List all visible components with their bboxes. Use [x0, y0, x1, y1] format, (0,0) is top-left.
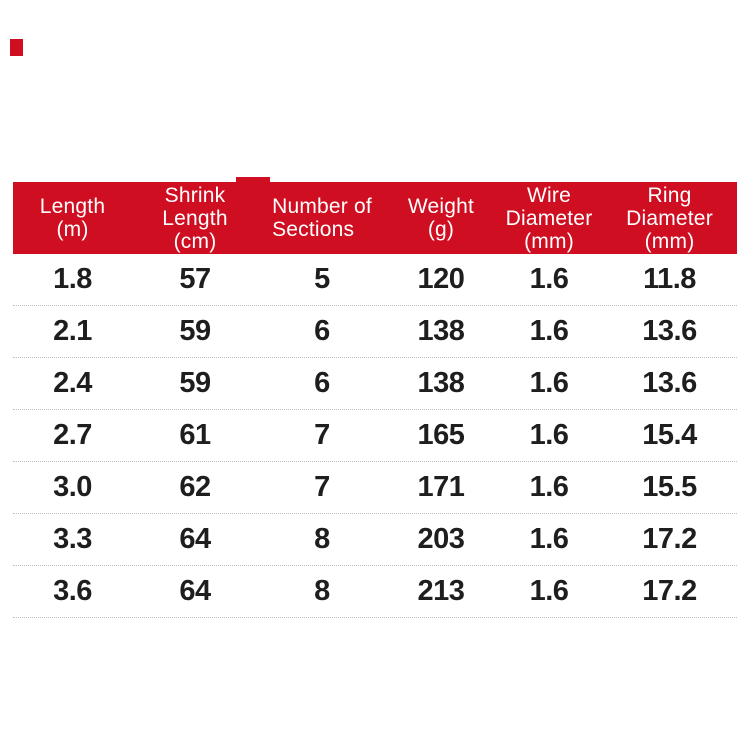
cell-ring-diameter: 11.8	[643, 263, 696, 295]
cell-length: 2.7	[53, 419, 92, 451]
cell-length: 2.4	[53, 367, 92, 399]
cell-length: 3.6	[53, 575, 92, 607]
cell-weight: 203	[417, 523, 465, 555]
header-line: Weight	[407, 195, 475, 218]
cell-shrink-length: 64	[179, 523, 211, 555]
corner-red-mark	[10, 39, 23, 56]
header-lines-block: Number of Sections	[272, 195, 372, 241]
cell-ring-diameter: 17.2	[642, 575, 697, 607]
cell-weight: 138	[417, 315, 465, 347]
table-header-row: Length (m) Shrink Length (cm) Number of …	[13, 182, 737, 254]
cell-sections: 6	[314, 367, 330, 399]
header-line: (cm)	[173, 229, 217, 253]
cell-length: 2.1	[53, 315, 92, 347]
cell-sections: 7	[314, 419, 330, 451]
header-line: Length	[39, 195, 106, 218]
cell-sections: 8	[314, 523, 330, 555]
cell-sections: 7	[314, 471, 330, 503]
header-line: Sections	[272, 218, 355, 241]
header-line: Number of	[272, 195, 372, 218]
table-row: 2.7 61 7 165 1.6 15.4	[13, 410, 737, 462]
cell-ring-diameter: 15.5	[642, 471, 697, 503]
cell-weight: 138	[417, 367, 465, 399]
header-line: (g)	[427, 218, 455, 241]
header-band-notch	[236, 177, 270, 185]
cell-wire-diameter: 1.6	[529, 471, 569, 503]
column-header-sections: Number of Sections	[258, 182, 386, 254]
cell-shrink-length: 59	[179, 315, 211, 347]
cell-length: 3.3	[53, 523, 92, 555]
header-line: (mm)	[644, 229, 695, 253]
column-header-shrink-length: Shrink Length (cm)	[132, 182, 258, 254]
table-row: 2.1 59 6 138 1.6 13.6	[13, 306, 737, 358]
table-row: 3.0 62 7 171 1.6 15.5	[13, 462, 737, 514]
cell-wire-diameter: 1.6	[529, 575, 569, 607]
cell-shrink-length: 62	[179, 471, 211, 503]
column-header-ring-diameter: Ring Diameter (mm)	[602, 182, 737, 254]
column-header-weight: Weight (g)	[386, 182, 496, 254]
cell-ring-diameter: 13.6	[642, 315, 697, 347]
cell-ring-diameter: 15.4	[642, 419, 697, 451]
cell-wire-diameter: 1.6	[529, 263, 569, 295]
table-row: 3.3 64 8 203 1.6 17.2	[13, 514, 737, 566]
column-header-length: Length (m)	[13, 182, 132, 254]
table-row: 2.4 59 6 138 1.6 13.6	[13, 358, 737, 410]
table-row: 3.6 64 8 213 1.6 17.2	[13, 566, 737, 618]
cell-sections: 6	[314, 315, 330, 347]
header-line: (m)	[56, 218, 89, 241]
cell-sections: 5	[314, 263, 330, 295]
table-row: 1.8 57 5 120 1.6 11.8	[13, 254, 737, 306]
cell-wire-diameter: 1.6	[529, 367, 569, 399]
cell-weight: 120	[417, 263, 465, 295]
cell-wire-diameter: 1.6	[529, 419, 569, 451]
cell-weight: 213	[417, 575, 465, 607]
cell-weight: 165	[417, 419, 465, 451]
cell-wire-diameter: 1.6	[529, 315, 569, 347]
cell-sections: 8	[314, 575, 330, 607]
spec-table: Length (m) Shrink Length (cm) Number of …	[13, 182, 737, 618]
cell-shrink-length: 59	[179, 367, 211, 399]
cell-ring-diameter: 13.6	[642, 367, 697, 399]
header-line: Length	[162, 206, 228, 230]
header-line: Diameter	[505, 206, 593, 230]
header-line: Diameter	[626, 206, 713, 230]
header-line: Shrink	[164, 183, 226, 207]
cell-length: 3.0	[53, 471, 92, 503]
cell-shrink-length: 61	[179, 419, 211, 451]
cell-length: 1.8	[53, 263, 92, 295]
header-line: (mm)	[524, 229, 574, 253]
header-line: Ring	[647, 183, 692, 207]
cell-shrink-length: 57	[179, 263, 211, 295]
cell-weight: 171	[417, 471, 465, 503]
cell-shrink-length: 64	[179, 575, 211, 607]
cell-ring-diameter: 17.2	[642, 523, 697, 555]
cell-wire-diameter: 1.6	[529, 523, 569, 555]
column-header-wire-diameter: Wire Diameter (mm)	[496, 182, 602, 254]
header-line: Wire	[527, 183, 571, 207]
